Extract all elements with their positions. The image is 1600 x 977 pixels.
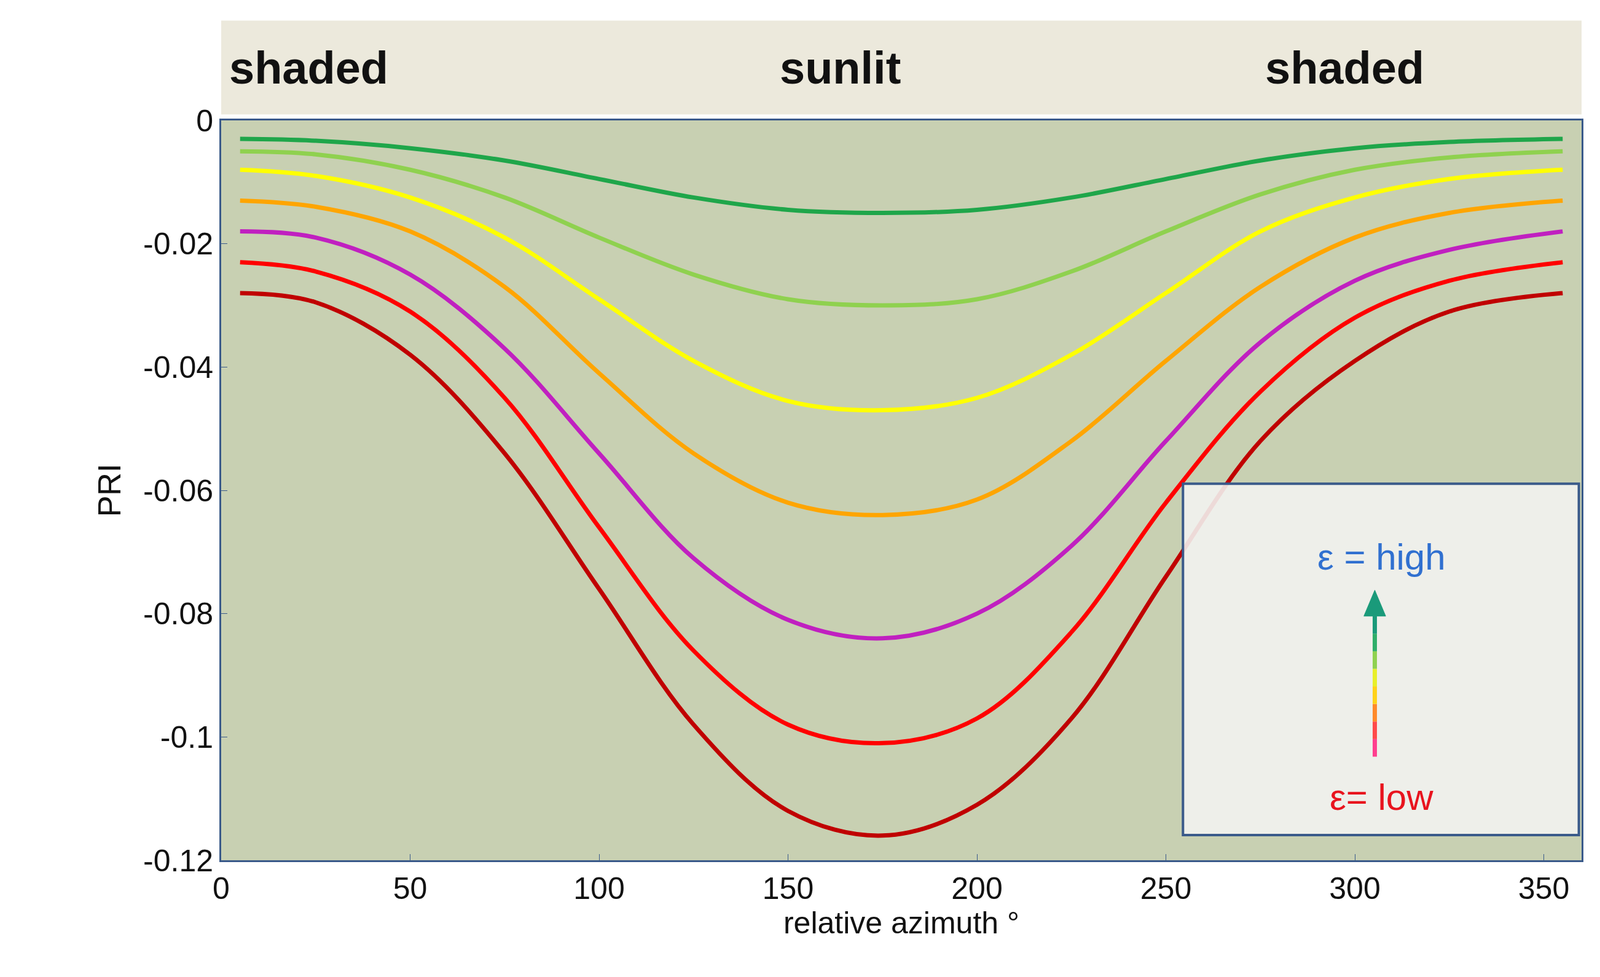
svg-text:200: 200 bbox=[951, 871, 1003, 906]
svg-text:150: 150 bbox=[762, 871, 814, 906]
svg-text:0: 0 bbox=[196, 103, 214, 139]
svg-text:relative azimuth °: relative azimuth ° bbox=[783, 905, 1020, 941]
svg-text:0: 0 bbox=[212, 871, 230, 906]
svg-text:ε = high: ε = high bbox=[1317, 536, 1446, 578]
svg-text:shaded: shaded bbox=[1265, 42, 1425, 94]
svg-text:50: 50 bbox=[393, 871, 428, 906]
svg-text:ε= low: ε= low bbox=[1329, 776, 1434, 818]
svg-text:300: 300 bbox=[1329, 871, 1381, 906]
svg-text:-0.02: -0.02 bbox=[143, 226, 214, 262]
svg-text:-0.04: -0.04 bbox=[143, 350, 214, 385]
svg-text:shaded: shaded bbox=[229, 42, 389, 94]
svg-text:250: 250 bbox=[1140, 871, 1192, 906]
svg-text:-0.08: -0.08 bbox=[143, 596, 214, 632]
svg-text:sunlit: sunlit bbox=[779, 42, 901, 94]
svg-text:100: 100 bbox=[573, 871, 625, 906]
svg-text:-0.12: -0.12 bbox=[143, 843, 214, 879]
svg-text:PRI: PRI bbox=[91, 463, 128, 518]
svg-text:-0.1: -0.1 bbox=[160, 720, 214, 755]
svg-text:350: 350 bbox=[1518, 871, 1570, 906]
svg-text:-0.06: -0.06 bbox=[143, 473, 214, 509]
